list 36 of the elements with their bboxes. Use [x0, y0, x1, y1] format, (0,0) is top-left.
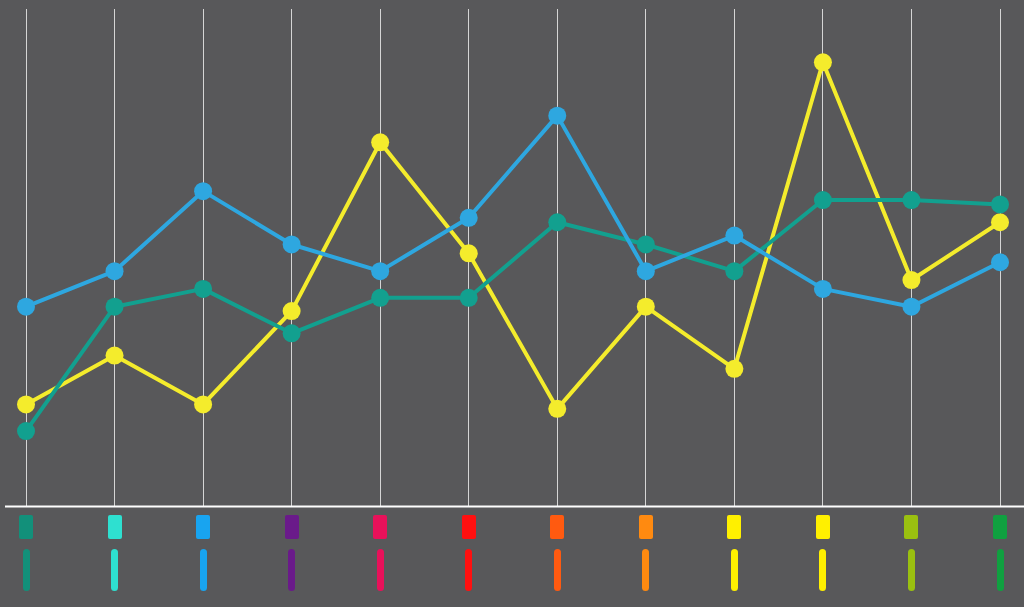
point: [105, 262, 124, 281]
point: [991, 213, 1009, 232]
point: [548, 399, 567, 418]
point: [725, 262, 744, 281]
point: [17, 422, 35, 441]
point: [548, 213, 567, 232]
point: [17, 297, 35, 316]
point: [459, 288, 478, 307]
point: [459, 208, 478, 227]
point: [17, 395, 35, 414]
point: [636, 297, 655, 316]
point: [902, 271, 921, 290]
point: [902, 191, 921, 210]
point: [991, 195, 1009, 214]
point: [194, 395, 213, 414]
point: [636, 235, 655, 254]
point: [725, 226, 744, 245]
point: [282, 324, 301, 343]
point: [105, 346, 124, 365]
point: [902, 297, 921, 316]
point: [194, 279, 213, 298]
point: [282, 302, 301, 321]
point: [459, 244, 478, 263]
point: [194, 182, 213, 201]
point: [813, 279, 832, 298]
point: [813, 53, 832, 72]
point: [636, 262, 655, 281]
point: [371, 288, 390, 307]
point: [105, 297, 124, 316]
point: [813, 191, 832, 210]
point: [371, 133, 390, 152]
point: [725, 359, 744, 378]
point: [991, 253, 1009, 272]
point: [548, 106, 567, 125]
point: [282, 235, 301, 254]
point: [371, 262, 390, 281]
